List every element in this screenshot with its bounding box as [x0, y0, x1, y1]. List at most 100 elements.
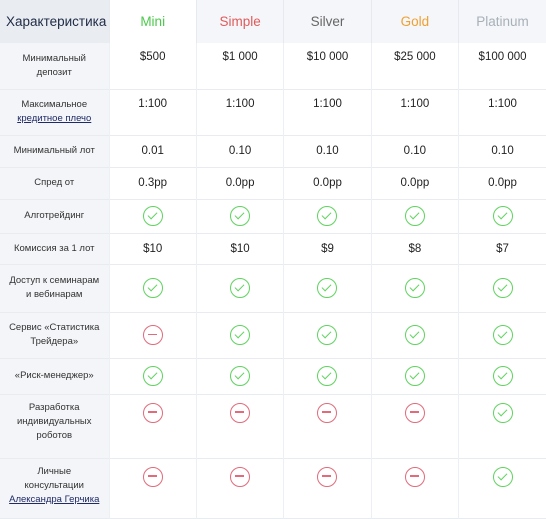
cell-value: [108, 394, 197, 458]
value-text: $7: [496, 242, 509, 255]
cell-value: [283, 358, 372, 394]
row-label: «Риск-менеджер»: [0, 358, 109, 394]
cell-value: [370, 458, 459, 518]
table-row: Спред от 0.3pp 0.0pp 0.0pp 0.0pp 0.0pp: [0, 167, 546, 199]
cell-value: [283, 394, 372, 458]
row-label-line: Минимальный: [22, 52, 86, 64]
cell-value: $25 000: [370, 43, 459, 89]
value-text: 0.0pp: [225, 177, 255, 189]
check-icon: [230, 325, 251, 345]
check-icon: [142, 206, 163, 226]
table-row: Комиссия за 1 лот $10 $10 $9 $8 $7: [0, 233, 546, 264]
row-label: Доступ к семинарам и вебинарам: [0, 264, 109, 312]
table-row: Максимальное кредитное плечо 1:100 1:100 1:1…: [0, 89, 546, 135]
cell-value: [195, 458, 284, 518]
value-text: 0.10: [228, 145, 252, 157]
value-text: 0.0pp: [488, 177, 517, 189]
check-icon: [492, 466, 513, 487]
value-text: 0.10: [403, 145, 427, 157]
cell-value: $8: [370, 233, 459, 264]
cell-value: [283, 199, 372, 233]
cell-value: $1 000: [195, 43, 284, 89]
cell-value: $9: [283, 233, 372, 264]
value-text: 0.01: [141, 145, 164, 157]
plan-header-gold[interactable]: Gold: [370, 0, 459, 43]
check-icon: [492, 206, 513, 226]
row-label-line: депозит: [36, 66, 72, 78]
value-text: 1:100: [138, 97, 168, 110]
cell-value: [370, 264, 459, 312]
row-label: Алготрейдинг: [0, 199, 109, 233]
row-label-line: роботов: [36, 429, 73, 441]
cell-value: [195, 199, 284, 233]
row-label-link[interactable]: кредитное плечо: [17, 113, 92, 124]
value-text: $8: [408, 242, 422, 255]
cell-value: [108, 358, 197, 394]
value-text: $10: [143, 242, 163, 255]
plan-header-platinum[interactable]: Platinum: [458, 0, 546, 43]
row-label-line: Алготрейдинг: [24, 210, 85, 221]
minus-icon: [317, 466, 338, 487]
check-icon: [404, 325, 425, 345]
value-text: $100 000: [478, 51, 527, 63]
cell-value: [195, 312, 284, 358]
cell-value: [108, 264, 197, 312]
plan-header-silver[interactable]: Silver: [283, 0, 372, 43]
value-text: $10: [230, 242, 250, 255]
row-label: Сервис «Статистика Трейдера»: [0, 312, 109, 358]
check-icon: [492, 325, 513, 345]
table-row: «Риск-менеджер»: [0, 358, 546, 394]
cell-value: [458, 394, 546, 458]
minus-icon: [404, 466, 425, 487]
cell-value: [283, 264, 372, 312]
cell-value: $500: [108, 43, 197, 89]
table-row: Сервис «Статистика Трейдера»: [0, 312, 546, 358]
row-label: Минимальный депозит: [0, 43, 109, 89]
row-label-link[interactable]: Александра Герчика: [9, 493, 100, 505]
cell-value: [370, 312, 459, 358]
check-icon: [492, 366, 513, 386]
cell-value: 0.3pp: [108, 167, 197, 199]
row-label-line: Личные: [37, 465, 72, 477]
plan-header-mini[interactable]: Mini: [108, 0, 197, 43]
check-icon: [317, 325, 338, 345]
minus-icon: [317, 402, 338, 423]
cell-value: $10: [195, 233, 284, 264]
cell-value: 0.0pp: [458, 167, 546, 199]
check-icon: [317, 366, 338, 386]
row-label: Комиссия за 1 лот: [0, 233, 109, 264]
row-label-line: индивидуальных: [16, 415, 92, 427]
plan-header-simple[interactable]: Simple: [195, 0, 284, 43]
value-text: 1:100: [488, 97, 517, 110]
check-icon: [404, 366, 425, 386]
cell-value: [370, 199, 459, 233]
check-icon: [404, 206, 425, 226]
check-icon: [317, 206, 338, 226]
check-icon: [142, 366, 163, 386]
minus-icon: [230, 466, 251, 487]
cell-value: [458, 458, 546, 518]
value-text: 0.0pp: [313, 177, 342, 189]
row-label-line: Разработка: [28, 401, 80, 413]
cell-value: 0.0pp: [283, 167, 372, 199]
cell-value: [195, 358, 284, 394]
value-text: 1:100: [225, 97, 255, 110]
table-row: Алготрейдинг: [0, 199, 546, 233]
cell-value: [283, 312, 372, 358]
minus-icon: [230, 402, 251, 423]
row-label-line: Трейдера»: [30, 336, 79, 347]
value-text: 0.10: [491, 145, 514, 157]
feature-column-header: Характеристика: [0, 0, 109, 43]
cell-value: [370, 358, 459, 394]
check-icon: [404, 278, 425, 298]
value-text: $500: [139, 51, 166, 63]
cell-value: 0.10: [283, 135, 372, 167]
cell-value: [195, 264, 284, 312]
row-label-line: Минимальный лот: [13, 145, 95, 156]
minus-icon: [142, 325, 163, 345]
value-text: 0.10: [316, 145, 339, 157]
check-icon: [230, 366, 251, 386]
minus-icon: [404, 402, 425, 423]
row-label-line: Комиссия за 1 лот: [13, 242, 95, 254]
